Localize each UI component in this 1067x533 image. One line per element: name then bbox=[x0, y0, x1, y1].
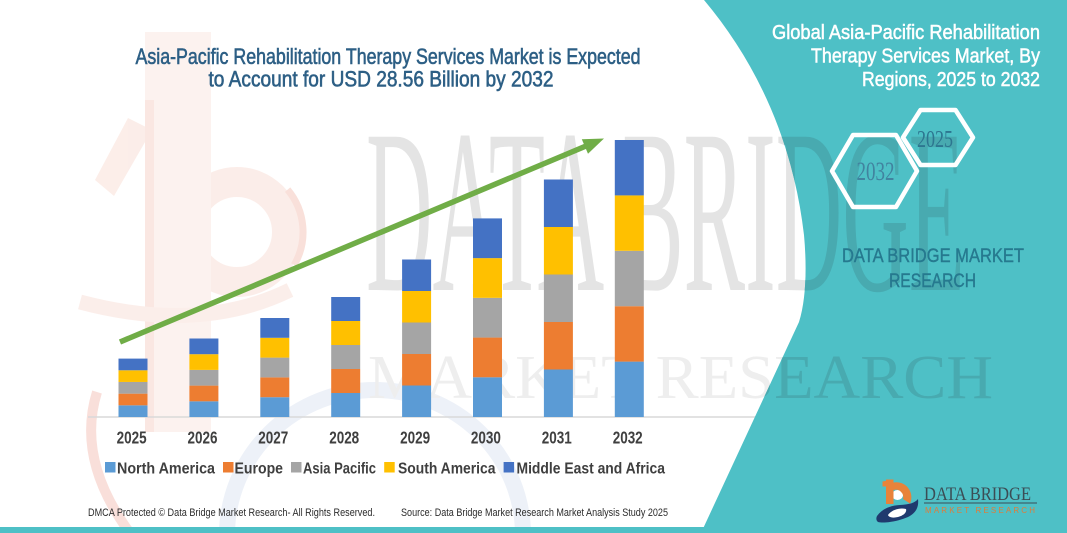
svg-text:2027: 2027 bbox=[258, 428, 288, 448]
svg-text:South America: South America bbox=[398, 461, 496, 478]
svg-text:Therapy Services Market, By: Therapy Services Market, By bbox=[811, 46, 1040, 68]
svg-text:2031: 2031 bbox=[542, 428, 572, 448]
svg-text:2026: 2026 bbox=[188, 428, 218, 448]
svg-text:to Account for USD 28.56 Billi: to Account for USD 28.56 Billion by 2032 bbox=[209, 67, 554, 92]
svg-text:North America: North America bbox=[117, 461, 215, 478]
svg-text:2028: 2028 bbox=[329, 428, 359, 448]
svg-text:RESEARCH: RESEARCH bbox=[889, 270, 976, 292]
svg-text:2032: 2032 bbox=[857, 157, 895, 186]
svg-text:DMCA Protected © Data Bridge M: DMCA Protected © Data Bridge Market Rese… bbox=[88, 507, 375, 519]
svg-text:Global Asia-Pacific Rehabilita: Global Asia-Pacific Rehabilitation bbox=[772, 22, 1040, 44]
svg-text:Asia-Pacific Rehabilitation Th: Asia-Pacific Rehabilitation Therapy Serv… bbox=[136, 44, 641, 69]
svg-text:DATA BRIDGE MARKET: DATA BRIDGE MARKET bbox=[842, 245, 1024, 267]
svg-text:MARKET RESEARCH: MARKET RESEARCH bbox=[925, 506, 1035, 515]
svg-text:DATA BRIDGE: DATA BRIDGE bbox=[924, 484, 1031, 505]
svg-text:Europe: Europe bbox=[235, 461, 284, 478]
svg-text:Asia Pacific: Asia Pacific bbox=[303, 461, 376, 478]
svg-text:Middle East and Africa: Middle East and Africa bbox=[517, 461, 666, 478]
svg-text:2030: 2030 bbox=[471, 428, 501, 448]
svg-text:Regions, 2025 to 2032: Regions, 2025 to 2032 bbox=[862, 69, 1040, 91]
svg-text:2025: 2025 bbox=[917, 127, 953, 153]
svg-text:Source: Data Bridge Market Res: Source: Data Bridge Market Research Mark… bbox=[401, 507, 668, 519]
svg-text:2029: 2029 bbox=[400, 428, 430, 448]
svg-text:2032: 2032 bbox=[613, 428, 643, 448]
svg-text:2025: 2025 bbox=[117, 428, 147, 448]
